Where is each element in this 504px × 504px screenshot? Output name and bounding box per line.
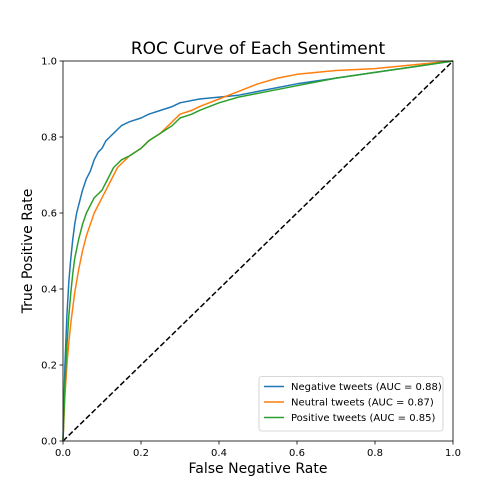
y-tick-label: 0.6 xyxy=(41,209,57,220)
y-tick-label: 0.0 xyxy=(41,437,57,448)
legend-label-0: Negative tweets (AUC = 0.88) xyxy=(291,382,442,393)
chart-title: ROC Curve of Each Sentiment xyxy=(131,39,386,59)
diagonal-reference-line xyxy=(62,60,454,442)
x-tick-label: 0.8 xyxy=(367,448,383,459)
series-line-0 xyxy=(62,60,454,442)
legend-label-2: Positive tweets (AUC = 0.85) xyxy=(291,413,435,424)
x-tick-label: 0.6 xyxy=(289,448,305,459)
series-line-1 xyxy=(62,60,454,442)
legend: Negative tweets (AUC = 0.88) Neutral twee… xyxy=(258,376,444,432)
x-tick-label: 0.0 xyxy=(55,448,71,459)
legend-box xyxy=(258,376,444,432)
y-axis-title: True Positive Rate xyxy=(20,189,36,315)
axes-frame xyxy=(62,60,454,442)
series-line-2 xyxy=(62,60,454,442)
y-tick-label: 1.0 xyxy=(41,57,57,68)
plot-area xyxy=(62,60,454,442)
y-axis: 0.0 0.2 0.4 0.6 0.8 1.0 xyxy=(41,57,63,448)
x-tick-label: 1.0 xyxy=(445,448,461,459)
y-tick-label: 0.2 xyxy=(41,361,57,372)
x-tick-label: 0.2 xyxy=(133,448,149,459)
y-tick-label: 0.4 xyxy=(41,285,57,296)
x-axis: 0.0 0.2 0.4 0.6 0.8 1.0 xyxy=(55,441,461,459)
y-tick-label: 0.8 xyxy=(41,133,57,144)
x-axis-title: False Negative Rate xyxy=(189,461,328,477)
x-tick-label: 0.4 xyxy=(211,448,227,459)
legend-label-1: Neutral tweets (AUC = 0.87) xyxy=(291,398,434,409)
